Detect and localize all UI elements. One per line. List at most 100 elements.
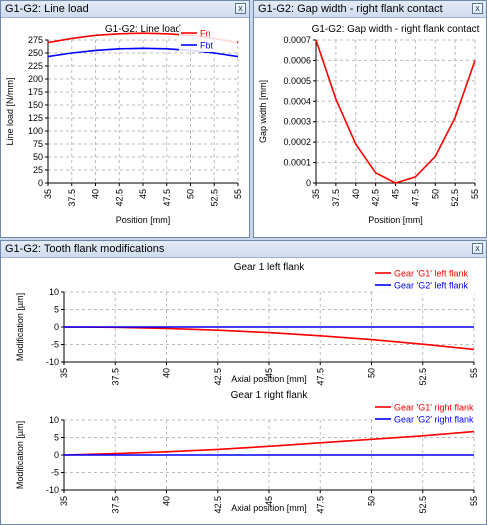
chart-title: G1-G2: Line load — [105, 24, 181, 35]
chart-legend: Gear 'G1' left flank Gear 'G2' left flank — [373, 266, 477, 294]
flank-modifications-close-icon[interactable]: x — [472, 243, 483, 254]
y-tick-label: -10 — [46, 485, 59, 495]
y-tick-label: 0 — [306, 178, 311, 188]
y-tick-label: 0.0005 — [283, 76, 311, 86]
y-tick-label: 0 — [54, 322, 59, 332]
y-tick-label: 0.0002 — [283, 137, 311, 147]
line-load-window: G1-G2: Line load x G1-G2: Line load 35 37.… — [0, 0, 250, 238]
x-tick-label: 50 — [430, 189, 440, 199]
x-tick-label: 52.5 — [418, 368, 428, 386]
x-tick-label: 35 — [43, 189, 53, 199]
y-tick-label: 10 — [49, 415, 59, 425]
y-tick-label: 0 — [54, 450, 59, 460]
flank-modifications-window-title: G1-G2: Tooth flank modifications — [5, 243, 165, 255]
x-tick-label: 52.5 — [450, 189, 460, 207]
x-tick-label: 45 — [391, 189, 401, 199]
x-tick-label: 42.5 — [371, 189, 381, 207]
legend-entry: Gear 'G1' right flank — [394, 403, 474, 413]
x-tick-label: 55 — [469, 496, 479, 506]
legend-entry: Fn — [200, 29, 211, 39]
y-tick-label: 0.0007 — [283, 35, 311, 45]
y-tick-label: 0.0004 — [283, 96, 311, 106]
x-tick-label: 47.5 — [315, 496, 325, 514]
y-tick-label: 100 — [28, 126, 43, 136]
legend-entry: Gear 'G2' right flank — [394, 415, 474, 425]
y-tick-label: 125 — [28, 113, 43, 123]
x-tick-label: 40 — [162, 368, 172, 378]
x-tick-label: 40 — [162, 496, 172, 506]
chart-legend: Gear 'G1' right flank Gear 'G2' right fla… — [373, 400, 477, 428]
line-load-close-icon[interactable]: x — [235, 3, 246, 14]
x-tick-label: 35 — [59, 496, 69, 506]
y-tick-label: -5 — [51, 468, 59, 478]
x-tick-label: 40 — [351, 189, 361, 199]
y-tick-label: 200 — [28, 74, 43, 84]
x-tick-label: 45 — [138, 189, 148, 199]
y-axis-label: Modification [µm] — [15, 293, 25, 361]
y-tick-label: -5 — [51, 340, 59, 350]
x-tick-label: 47.5 — [162, 189, 172, 207]
x-tick-label: 37.5 — [331, 189, 341, 207]
x-tick-label: 45 — [264, 496, 274, 506]
x-tick-label: 35 — [59, 368, 69, 378]
series-line-0 — [63, 430, 475, 456]
y-tick-label: 10 — [49, 287, 59, 297]
x-tick-label: 42.5 — [213, 496, 223, 514]
x-tick-label: 52.5 — [209, 189, 219, 207]
y-tick-label: 225 — [28, 61, 43, 71]
x-tick-label: 40 — [91, 189, 101, 199]
x-tick-label: 52.5 — [418, 496, 428, 514]
y-tick-label: 0.0001 — [283, 158, 311, 168]
x-tick-label: 42.5 — [114, 189, 124, 207]
x-tick-label: 37.5 — [110, 496, 120, 514]
chart-title: Gear 1 left flank — [234, 262, 306, 273]
x-axis-label: Position [mm] — [116, 215, 171, 225]
x-axis-label: Position [mm] — [368, 215, 423, 225]
chart-legend: Fn Fbt — [179, 26, 237, 52]
flank-modifications-chart-area: Gear 1 left flank 35 37.5 40 42.5 45 47.5 50 52.… — [1, 258, 486, 524]
y-tick-label: 25 — [33, 165, 43, 175]
legend-background — [373, 266, 477, 294]
line-load-chart-area: G1-G2: Line load 35 37.5 40 42.5 45 47.5 50 52.5… — [1, 18, 249, 237]
legend-entry: Gear 'G1' left flank — [394, 269, 468, 279]
y-tick-label: 0 — [38, 178, 43, 188]
gap-width-title-bar[interactable]: G1-G2: Gap width - right flank contact x — [254, 1, 486, 18]
y-tick-label: 5 — [54, 305, 59, 315]
x-tick-label: 42.5 — [213, 368, 223, 386]
x-tick-label: 45 — [264, 368, 274, 378]
chart-title: G1-G2: Gap width - right flank contact — [312, 24, 480, 35]
y-tick-label: 275 — [28, 35, 43, 45]
x-tick-label: 50 — [367, 496, 377, 506]
line-load-title-bar[interactable]: G1-G2: Line load x — [1, 1, 249, 18]
y-tick-label: 0.0006 — [283, 55, 311, 65]
flank-modifications-title-bar[interactable]: G1-G2: Tooth flank modifications x — [1, 241, 486, 258]
x-tick-label: 37.5 — [67, 189, 77, 207]
y-tick-label: 150 — [28, 100, 43, 110]
y-tick-label: 250 — [28, 48, 43, 58]
x-tick-label: 47.5 — [315, 368, 325, 386]
series-line-0 — [315, 39, 476, 184]
x-axis-label: Axial position [mm] — [231, 503, 307, 513]
gap-width-close-icon[interactable]: x — [472, 3, 483, 14]
line-load-chart: G1-G2: Line load 35 37.5 40 42.5 45 47.5 50 52.5… — [5, 24, 243, 225]
x-tick-label: 35 — [311, 189, 321, 199]
gap-width-chart-area: G1-G2: Gap width - right flank contact 35… — [254, 18, 486, 237]
legend-entry: Fbt — [200, 41, 214, 51]
y-axis-label: Modification [µm] — [15, 421, 25, 489]
gap-width-window: G1-G2: Gap width - right flank contact x… — [253, 0, 487, 238]
chart-title: Gear 1 right flank — [231, 390, 309, 401]
flank-modifications-window: G1-G2: Tooth flank modifications x Gear … — [0, 240, 487, 525]
x-tick-label: 50 — [367, 368, 377, 378]
y-tick-label: 175 — [28, 87, 43, 97]
series-line-1 — [47, 47, 239, 58]
chart-1: G1-G2: Gap width - right flank contact 35… — [258, 24, 480, 225]
x-tick-label: 55 — [469, 368, 479, 378]
chart-0: G1-G2: Line load 35 37.5 40 42.5 45 47.5 50 52.5… — [5, 24, 243, 225]
y-tick-label: 0.0003 — [283, 117, 311, 127]
y-tick-label: 50 — [33, 152, 43, 162]
x-tick-label: 47.5 — [410, 189, 420, 207]
legend-background — [179, 26, 237, 52]
x-tick-label: 37.5 — [110, 368, 120, 386]
